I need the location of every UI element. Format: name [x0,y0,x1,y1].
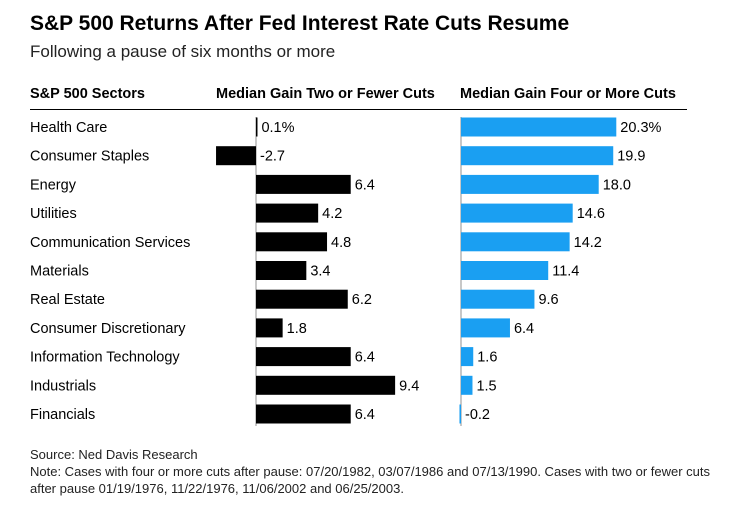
sector-label: Consumer Discretionary [30,321,186,337]
bar-series-1 [256,261,307,280]
sector-column-header: S&P 500 Sectors [30,86,145,102]
bar-series-2 [461,289,535,309]
bar-series-2 [461,261,549,280]
source-note: Source: Ned Davis Research [30,447,198,462]
chart-subtitle: Following a pause of six months or more [30,42,336,61]
data-label-series-2: 18.0 [603,177,631,193]
data-label-series-1: 6.4 [355,350,375,366]
sector-label: Consumer Staples [30,149,149,165]
bar-series-1 [256,375,396,395]
data-label-series-1: 4.8 [331,235,351,251]
data-label-series-2: 9.6 [538,292,558,308]
data-label-series-2: 20.3% [620,120,661,136]
data-label-series-1: 3.4 [310,264,330,280]
bar-series-1 [216,146,256,166]
data-label-series-1: 6.4 [355,177,375,193]
sector-label: Utilities [30,206,77,222]
data-label-series-1: -2.7 [260,149,285,165]
bar-series-2 [461,146,614,166]
chart-title: S&P 500 Returns After Fed Interest Rate … [30,12,570,35]
sector-label: Real Estate [30,292,105,308]
bar-series-2 [461,203,573,223]
data-label-series-1: 6.4 [355,407,375,423]
bar-series-1 [256,117,258,137]
data-label-series-2: 6.4 [514,321,534,337]
data-label-series-1: 6.2 [352,292,372,308]
series-1-header: Median Gain Two or Fewer Cuts [216,86,435,102]
sector-label: Financials [30,407,95,423]
bar-series-1 [256,318,283,338]
data-label-series-1: 0.1% [261,120,294,136]
bar-series-2 [461,347,474,367]
sector-label: Information Technology [30,350,180,366]
sector-label: Materials [30,264,89,280]
methodology-note: Note: Cases with four or more cuts after… [30,464,711,496]
bar-series-1 [256,232,328,252]
data-label-series-2: 1.6 [477,350,497,366]
bar-series-2 [461,232,570,252]
bar-series-2 [459,404,461,424]
data-label-series-2: 14.6 [577,206,605,222]
chart-footer: Source: Ned Davis Research Note: Cases w… [30,446,710,497]
bar-series-1 [256,404,351,424]
sector-label: Health Care [30,120,107,136]
bar-series-2 [461,318,510,338]
bar-series-2 [461,375,473,395]
bar-series-2 [461,174,599,194]
bar-series-1 [256,174,351,194]
sector-label: Energy [30,177,77,193]
data-label-series-2: 14.2 [574,235,602,251]
data-label-series-2: 1.5 [476,378,496,394]
bar-chart: Health Care 0.1% 20.3% Consumer Staples -2.7… [30,117,662,426]
bar-series-2 [461,117,617,137]
bar-series-1 [256,289,348,309]
data-label-series-1: 1.8 [287,321,307,337]
sector-label: Communication Services [30,235,190,251]
bar-series-1 [256,203,319,223]
data-label-series-1: 9.4 [399,378,419,394]
data-label-series-1: 4.2 [322,206,342,222]
sector-label: Industrials [30,378,96,394]
data-label-series-2: -0.2 [465,407,490,423]
data-label-series-2: 11.4 [552,264,579,280]
data-label-series-2: 19.9 [617,149,645,165]
header-rule [30,109,687,110]
series-2-header: Median Gain Four or More Cuts [460,86,676,102]
bar-series-1 [256,347,351,367]
